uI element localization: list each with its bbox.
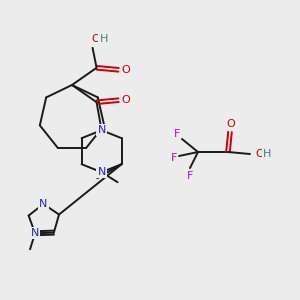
Text: N: N [31, 228, 39, 238]
Text: H: H [263, 149, 272, 159]
Text: F: F [171, 153, 177, 163]
Text: O: O [226, 119, 236, 129]
Text: O: O [255, 149, 264, 159]
Text: N: N [98, 167, 106, 177]
Text: H: H [99, 34, 108, 44]
Text: O: O [121, 95, 130, 105]
Text: F: F [187, 171, 193, 181]
Text: O: O [121, 65, 130, 75]
Text: F: F [174, 129, 180, 139]
Text: N: N [98, 125, 106, 135]
Text: N: N [39, 199, 48, 209]
Text: O: O [91, 34, 100, 44]
